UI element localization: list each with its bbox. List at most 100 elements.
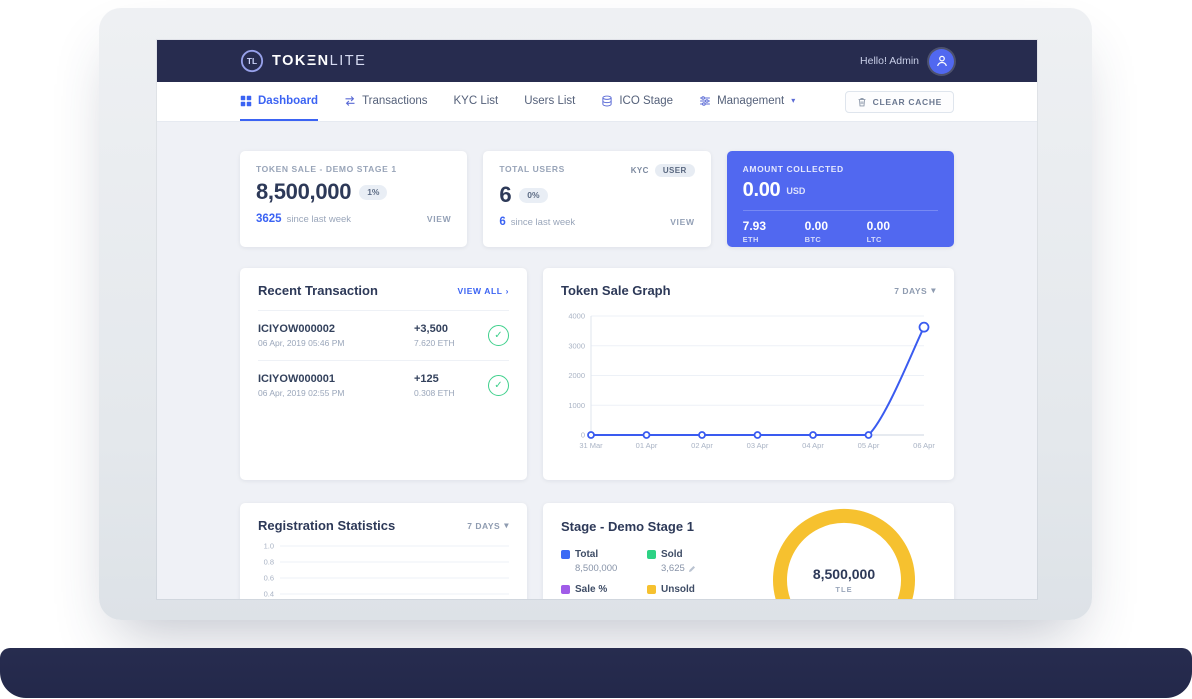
transactions-icon [344, 95, 356, 107]
total-users-label: TOTAL USERS [499, 164, 565, 174]
legend-item-unsold: Unsold [647, 584, 733, 595]
stage-legend: Total 8,500,000 Sold 3,625 [561, 549, 936, 595]
nav-item-dashboard[interactable]: Dashboard [240, 82, 319, 121]
svg-text:4000: 4000 [568, 312, 585, 321]
stage-title: Stage - Demo Stage 1 [561, 519, 694, 534]
view-all-link[interactable]: VIEW ALL › [458, 286, 510, 296]
tokenlite-logo-icon: TL [240, 49, 264, 73]
tab-user[interactable]: USER [654, 164, 695, 177]
legend-item-sold: Sold 3,625 [647, 549, 733, 574]
tx-amount: +3,500 [414, 323, 448, 335]
breakdown-btc: 0.00 BTC [805, 219, 867, 244]
svg-text:2000: 2000 [568, 371, 585, 380]
trash-icon [857, 97, 867, 107]
person-icon [936, 55, 947, 67]
total-users-delta-caption: since last week [510, 217, 576, 228]
tx-id: ICIYOW000002 [258, 323, 336, 335]
stage-gauge: 8,500,000 TLE [756, 503, 932, 599]
legend-swatch-unsold [647, 585, 656, 594]
svg-text:1000: 1000 [568, 401, 585, 410]
legend-value: 8,500,000 [575, 563, 618, 574]
user-avatar[interactable] [929, 48, 954, 74]
amount-collected-value: 0.00 [742, 179, 781, 201]
svg-text:03 Apr: 03 Apr [747, 441, 769, 450]
tx-id: ICIYOW000001 [258, 373, 336, 385]
legend-label: Sale % [575, 584, 608, 595]
svg-text:06 Apr: 06 Apr [913, 441, 935, 450]
token-sale-view-link[interactable]: VIEW [426, 214, 452, 224]
registration-statistics-chart: 1.00.80.60.40.20.0 [264, 542, 509, 599]
legend-label: Total [575, 549, 599, 560]
nav-item-transactions[interactable]: Transactions [344, 82, 427, 121]
eth-value: 7.93 [742, 219, 767, 233]
tx-amount: +125 [414, 373, 439, 385]
nav-label: Transactions [362, 94, 428, 107]
nav-label: Dashboard [258, 94, 319, 107]
transaction-row[interactable]: ICIYOW000001 06 Apr, 2019 02:55 PM +125 … [258, 360, 509, 410]
svg-text:04 Apr: 04 Apr [802, 441, 824, 450]
ltc-value: 0.00 [866, 219, 891, 233]
legend-item-total: Total 8,500,000 [561, 549, 647, 574]
period-label: 7 DAYS [467, 520, 501, 531]
nav-label: KYC List [453, 94, 499, 107]
recent-transactions-title: Recent Transaction [258, 283, 378, 298]
svg-text:0.6: 0.6 [264, 574, 274, 583]
nav-item-ico-stage[interactable]: ICO Stage [601, 82, 673, 121]
breakdown-eth: 7.93 ETH [743, 219, 805, 244]
token-sale-line-chart: 0 1000 2000 3000 4000 31 Mar 01 Apr 02 Apr 03 Ap… [568, 312, 935, 451]
nav-label: Management [717, 94, 785, 107]
chevron-down-icon: ▾ [504, 520, 509, 530]
eth-unit: ETH [742, 235, 759, 244]
svg-text:02 Apr: 02 Apr [691, 441, 713, 450]
registration-statistics-panel: Registration Statistics 7 DAYS ▾ 1.0 0.8 0… [240, 503, 527, 599]
period-dropdown[interactable]: 7 DAYS ▾ [894, 285, 936, 296]
greeting-text: Hello! Admin [860, 55, 919, 67]
token-sale-card: TOKEN SALE - DEMO STAGE 1 8,500,000 1% 3… [240, 151, 468, 247]
total-users-view-link[interactable]: VIEW [670, 217, 695, 227]
chevron-down-icon: ▾ [791, 96, 796, 105]
token-sale-graph-panel: Token Sale Graph 7 DAYS ▾ 0 1000 2000 3000 4… [543, 268, 954, 480]
nav-label: ICO Stage [619, 94, 674, 107]
token-sale-delta-caption: since last week [286, 214, 352, 225]
tx-crypto: 0.308 ETH [414, 388, 455, 398]
nav-item-kyc-list[interactable]: KYC List [453, 82, 498, 121]
nav-item-management[interactable]: Management ▾ [699, 82, 795, 121]
ico-stage-icon [601, 95, 613, 107]
transaction-row[interactable]: ICIYOW000002 06 Apr, 2019 05:46 PM +3,50… [258, 311, 509, 360]
brand-logo[interactable]: TL TOKΞNLITE [240, 49, 366, 73]
tx-crypto: 7.620 ETH [414, 338, 455, 348]
edit-icon[interactable] [688, 565, 696, 573]
main-nav: Dashboard Transactions KYC List Users Li… [157, 82, 1037, 122]
registration-statistics-title: Registration Statistics [258, 518, 396, 533]
recent-transactions-panel: Recent Transaction VIEW ALL › ICIYOW0000… [240, 268, 527, 480]
nav-item-users-list[interactable]: Users List [524, 82, 575, 121]
gauge-center-unit: TLE [835, 585, 853, 594]
legend-label: Sold [661, 549, 683, 560]
amount-collected-label: AMOUNT COLLECTED [742, 164, 844, 174]
legend-item-sale-pct: Sale % [561, 584, 647, 595]
tab-kyc[interactable]: KYC [630, 166, 649, 175]
total-users-card: TOTAL USERS KYC USER 6 0% 6 since last w… [483, 151, 711, 247]
legend-swatch-total [561, 550, 570, 559]
period-dropdown[interactable]: 7 DAYS ▾ [467, 520, 509, 531]
total-users-delta: 6 [499, 216, 506, 228]
management-icon [699, 95, 711, 107]
tx-date: 06 Apr, 2019 02:55 PM [258, 388, 345, 398]
total-users-change-badge: 0% [519, 187, 548, 203]
svg-text:05 Apr: 05 Apr [858, 441, 880, 450]
gauge-center-value: 8,500,000 [812, 566, 876, 582]
svg-text:01 Apr: 01 Apr [636, 441, 658, 450]
svg-text:31 Mar: 31 Mar [579, 441, 603, 450]
svg-text:0.4: 0.4 [264, 590, 274, 599]
app-window: TL TOKΞNLITE Hello! Admin [157, 40, 1037, 599]
token-sale-change-badge: 1% [359, 184, 388, 200]
dashboard-grid-icon [240, 95, 252, 107]
breakdown-ltc: 0.00 LTC [867, 219, 929, 244]
clear-cache-button[interactable]: CLEAR CACHE [844, 90, 954, 113]
legend-label: Unsold [661, 584, 695, 595]
btc-unit: BTC [804, 235, 822, 244]
amount-collected-currency: USD [786, 185, 806, 196]
clear-cache-label: CLEAR CACHE [872, 96, 942, 107]
svg-text:3000: 3000 [568, 341, 585, 350]
view-all-label: VIEW ALL [457, 285, 503, 296]
